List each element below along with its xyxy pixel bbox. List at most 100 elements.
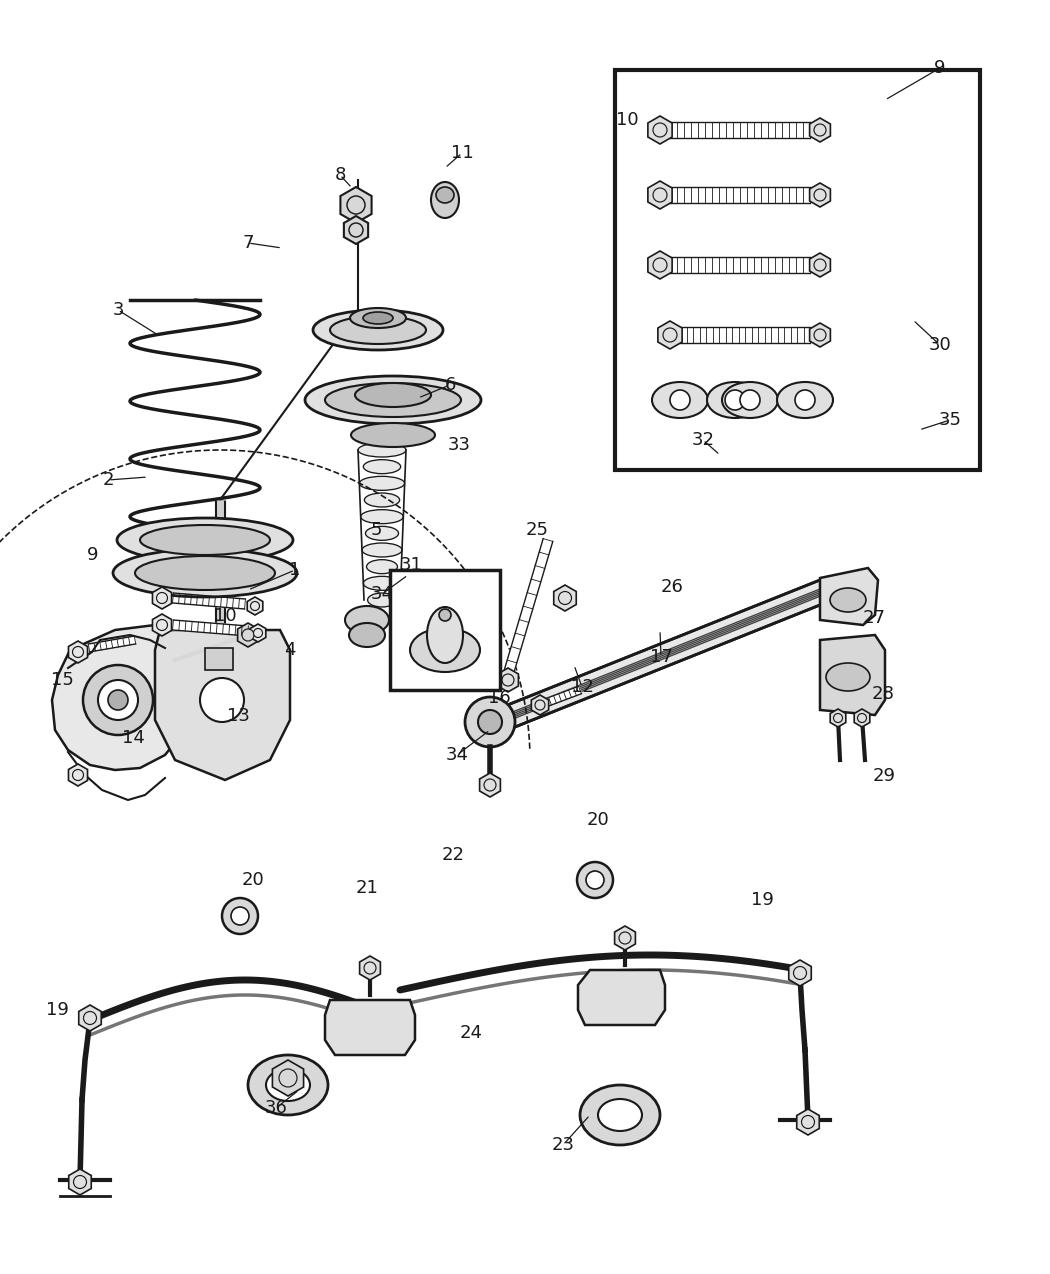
Polygon shape [531,696,549,715]
Text: 27: 27 [862,609,885,627]
Text: 32: 32 [692,431,714,448]
Ellipse shape [304,376,481,424]
Circle shape [620,933,631,944]
Circle shape [578,862,613,898]
Polygon shape [68,641,87,662]
Circle shape [653,189,667,203]
Ellipse shape [436,187,454,203]
Circle shape [242,629,254,641]
Polygon shape [810,183,831,206]
Text: 2: 2 [102,471,113,489]
Polygon shape [553,585,576,612]
Polygon shape [670,187,810,203]
Ellipse shape [135,555,275,590]
Circle shape [222,898,258,934]
Text: 11: 11 [450,144,474,162]
Circle shape [231,907,249,925]
Circle shape [72,769,84,781]
Ellipse shape [345,606,388,634]
Ellipse shape [430,182,459,218]
Text: 20: 20 [587,812,609,829]
Circle shape [814,124,826,136]
Ellipse shape [117,519,293,562]
Ellipse shape [366,559,398,573]
Bar [615,70,980,470]
Circle shape [74,1176,86,1189]
Polygon shape [503,539,552,676]
Text: 17: 17 [650,648,672,666]
Text: 25: 25 [525,521,548,539]
Ellipse shape [777,382,833,418]
Ellipse shape [113,549,297,598]
Circle shape [586,871,604,889]
Polygon shape [68,1170,91,1195]
Polygon shape [172,592,246,609]
Ellipse shape [363,460,401,474]
Ellipse shape [598,1099,642,1131]
Circle shape [858,713,866,722]
Circle shape [663,327,677,341]
Text: 36: 36 [265,1099,288,1117]
Circle shape [364,962,376,975]
Ellipse shape [826,662,870,691]
Ellipse shape [652,382,708,418]
Text: 35: 35 [939,412,962,429]
Circle shape [478,710,502,734]
Circle shape [200,678,244,722]
Polygon shape [670,257,810,273]
Circle shape [83,665,153,735]
Circle shape [98,680,138,720]
Ellipse shape [351,423,435,447]
Text: 1: 1 [290,561,300,578]
Text: 12: 12 [570,678,593,696]
Polygon shape [498,668,519,692]
Ellipse shape [363,312,393,324]
Text: 19: 19 [751,891,774,910]
Ellipse shape [365,526,399,540]
Ellipse shape [722,382,778,418]
Text: 10: 10 [615,111,638,129]
Text: 33: 33 [447,436,470,454]
Text: 5: 5 [371,521,382,539]
Circle shape [251,601,259,610]
Polygon shape [658,321,682,349]
Circle shape [465,697,514,747]
Polygon shape [614,926,635,950]
Circle shape [72,646,84,657]
Polygon shape [247,598,262,615]
Ellipse shape [248,1055,328,1115]
Ellipse shape [359,476,404,490]
Polygon shape [670,122,810,138]
Text: 7: 7 [243,234,254,252]
Text: 28: 28 [872,685,895,703]
Circle shape [346,196,365,214]
Ellipse shape [360,510,403,524]
Text: 26: 26 [660,578,684,596]
Text: 24: 24 [460,1024,483,1042]
Text: 15: 15 [50,671,74,689]
Polygon shape [789,961,812,986]
Polygon shape [155,631,290,780]
Polygon shape [831,710,846,727]
Circle shape [156,619,168,631]
Ellipse shape [349,623,385,647]
Text: 34: 34 [371,585,394,603]
Circle shape [559,591,571,604]
Text: 20: 20 [242,871,265,889]
Circle shape [108,691,128,710]
Ellipse shape [313,310,443,350]
Text: 19: 19 [45,1001,68,1019]
Text: 3: 3 [112,301,124,318]
Polygon shape [680,327,810,343]
Polygon shape [810,324,831,347]
Polygon shape [820,568,878,626]
Bar [390,569,500,691]
Ellipse shape [363,576,401,590]
Polygon shape [495,580,820,735]
Circle shape [814,189,826,201]
Polygon shape [810,118,831,141]
Circle shape [84,1012,97,1024]
Circle shape [536,699,545,710]
Polygon shape [359,956,380,980]
Polygon shape [88,636,135,652]
